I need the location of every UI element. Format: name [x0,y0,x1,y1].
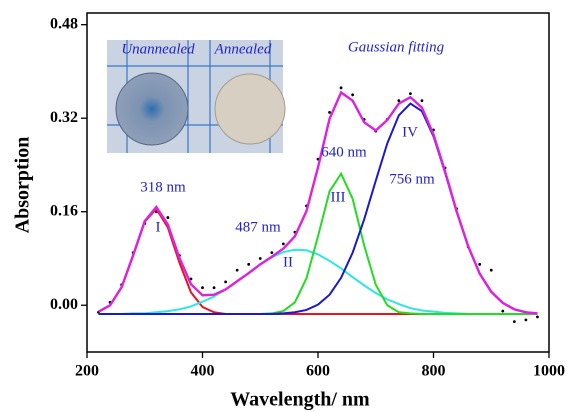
data-point [409,92,412,96]
annotation: Gaussian fitting [348,39,445,55]
data-point [281,242,285,246]
data-point [270,251,274,255]
data-point [489,268,493,272]
data-point [247,262,251,266]
data-point [397,99,401,103]
data-point [201,286,204,290]
x-tick-label: 600 [306,363,330,380]
data-point [224,280,228,284]
y-axis-title: Absorption [12,137,34,234]
annotation: Unannealed [121,41,195,57]
data-point [258,257,262,260]
annotation: 487 nm [235,219,281,235]
annotation: II [283,254,293,270]
x-tick-label: 400 [191,363,215,380]
data-point [339,86,343,90]
data-point [235,268,239,272]
data-point [212,286,216,290]
x-tick-label: 1000 [533,363,565,380]
inset-photo [107,40,286,153]
annotation: III [331,189,346,205]
annotation: Annealed [214,41,272,57]
data-point [478,262,482,266]
y-tick-label: 0.16 [50,202,78,219]
data-point [512,320,516,324]
x-axis-title: Wavelength/ nm [230,389,370,411]
fit-curve [97,90,538,315]
x-tick-label: 200 [75,363,99,380]
data-point [420,99,424,103]
data-point [166,216,170,219]
y-tick-label: 0.00 [50,296,78,313]
unannealed-film [115,72,189,146]
data-point [328,110,331,114]
annotation: IV [402,124,418,140]
data-point [351,93,355,97]
data-point [524,318,528,322]
fit-curve [98,207,538,316]
data-point [536,315,539,319]
data-point [501,309,505,313]
y-tick-label: 0.32 [50,109,78,126]
annotation: 318 nm [140,179,186,195]
annotation: I [156,219,161,235]
annotation: 756 nm [389,171,435,187]
plot-frame [86,12,550,353]
x-tick-label: 800 [422,363,446,380]
annealed-film [214,73,286,145]
y-tick-label: 0.48 [50,15,78,32]
annotation: 640 nm [321,144,367,160]
